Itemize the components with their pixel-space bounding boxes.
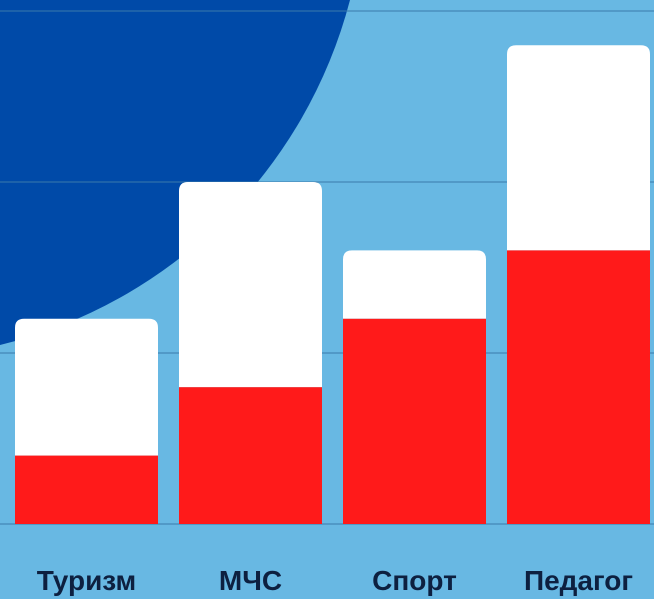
bar-bottom-segment-2 (179, 387, 322, 524)
category-label-1: Туризм (37, 565, 137, 596)
bar-top-segment-3 (343, 250, 486, 319)
bar-bottom-segment-1 (15, 455, 158, 524)
bar-top-segment-1 (15, 318, 158, 456)
bar-bottom-segment-4 (507, 250, 650, 524)
decorative-blue-circle (0, 0, 350, 345)
category-label-2: МЧС (219, 565, 282, 596)
category-label-3: Спорт (372, 565, 457, 596)
category-label-4: Педагог (524, 565, 633, 596)
bar-bottom-segment-3 (343, 318, 486, 524)
bar-top-segment-4 (507, 45, 650, 251)
category-labels: Туризм МЧС Спорт Педагог (37, 565, 633, 596)
bar-top-segment-2 (179, 182, 322, 388)
bars (15, 45, 650, 524)
